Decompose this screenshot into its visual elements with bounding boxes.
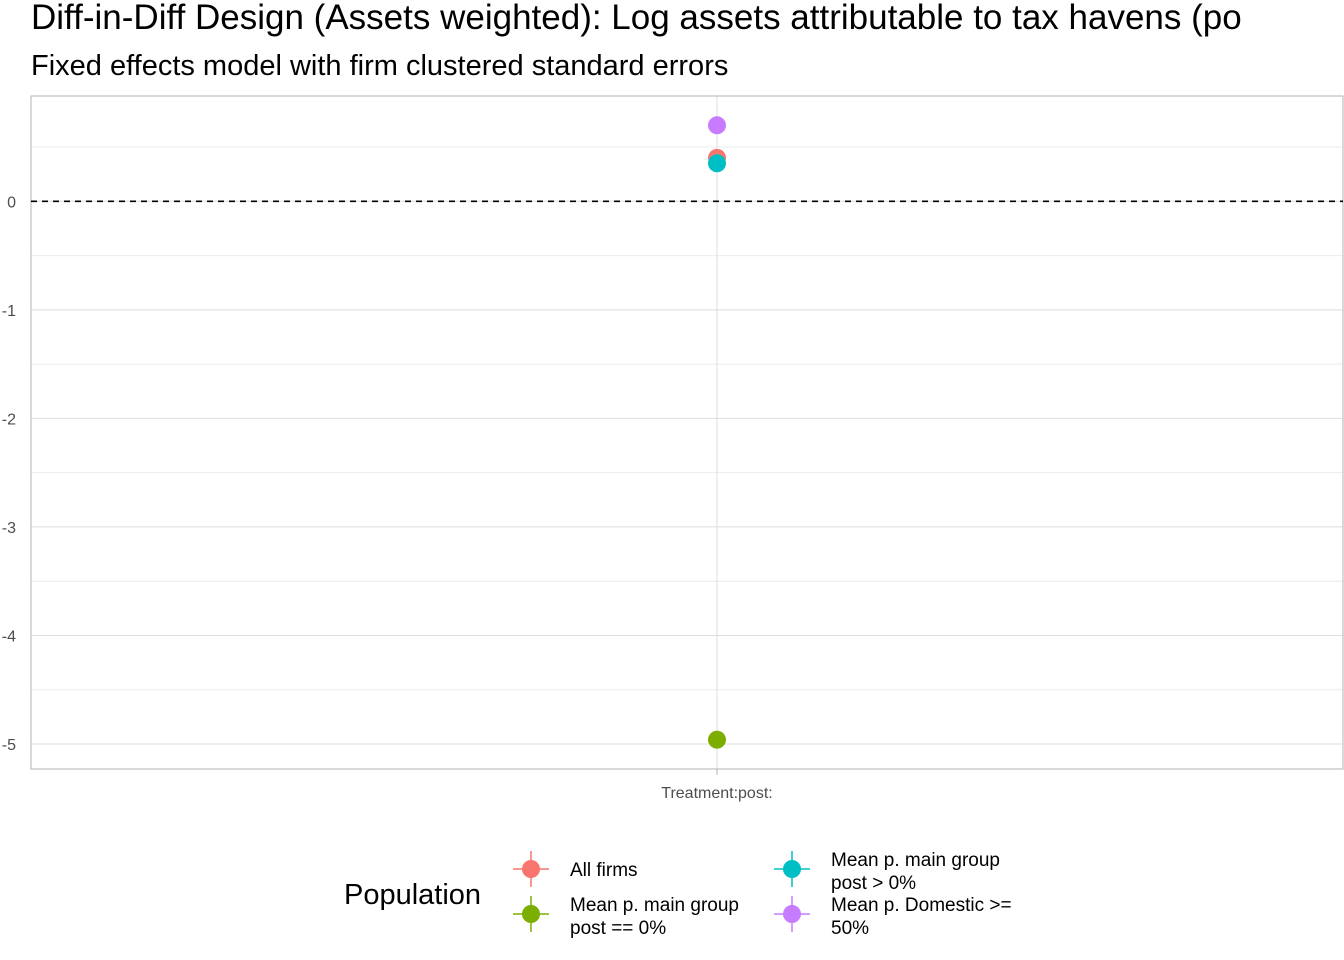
y-tick-label: -5 (2, 737, 16, 754)
y-tick-label: 0 (7, 194, 16, 211)
data-point (708, 154, 726, 173)
x-tick-label: Treatment:post: (661, 785, 772, 802)
legend-label: Mean p. main group (570, 895, 739, 916)
data-point (708, 116, 726, 135)
legend-label: Mean p. main group (831, 850, 1000, 871)
legend-key-point (522, 905, 540, 923)
y-tick-label: -3 (2, 520, 16, 537)
y-tick-label: -1 (2, 303, 16, 320)
legend-label: 50% (831, 918, 869, 939)
legend-label: All firms (570, 860, 638, 881)
legend-key-point (522, 860, 540, 878)
panel-border (30, 95, 1344, 770)
legend-label: post > 0% (831, 873, 916, 894)
legend-label: Mean p. Domestic >= (831, 895, 1012, 916)
legend-key-point (783, 860, 801, 878)
data-point (708, 730, 726, 749)
chart-subtitle: Fixed effects model with firm clustered … (31, 50, 728, 82)
y-tick-label: -2 (2, 411, 16, 428)
legend-item: All firms (513, 851, 638, 887)
plot-panel: 0 -1 -2 -3 -4 -5 Treatment:post: (2, 95, 1344, 802)
y-tick-label: -4 (2, 628, 16, 645)
chart-title: Diff-in-Diff Design (Assets weighted): L… (31, 0, 1242, 37)
legend-title: Population (344, 879, 481, 911)
legend-label: post == 0% (570, 918, 666, 939)
legend-item: Mean p. Domestic >=50% (774, 895, 1012, 939)
legend-key-point (783, 905, 801, 923)
